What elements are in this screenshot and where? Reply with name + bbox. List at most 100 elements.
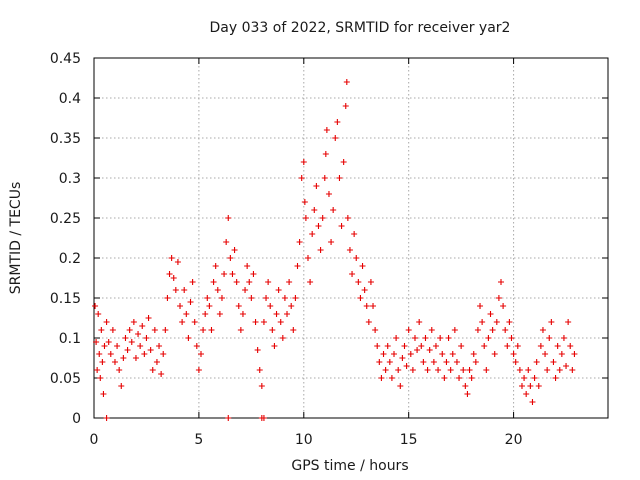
data-point: [556, 367, 563, 373]
data-point: [328, 239, 335, 245]
data-point: [315, 223, 322, 229]
data-point: [407, 351, 414, 357]
data-point: [516, 367, 523, 373]
data-point: [223, 239, 230, 245]
data-point: [495, 295, 502, 301]
data-point: [359, 263, 366, 269]
data-point: [100, 391, 107, 397]
data-point: [466, 367, 473, 373]
data-point: [481, 343, 488, 349]
data-point: [177, 303, 184, 309]
data-point: [460, 367, 467, 373]
data-point: [275, 287, 282, 293]
data-point: [470, 351, 477, 357]
data-point: [428, 327, 435, 333]
data-point: [96, 351, 103, 357]
data-point: [506, 319, 513, 325]
data-point: [531, 375, 538, 381]
data-point: [500, 303, 507, 309]
data-point: [248, 295, 255, 301]
data-point: [372, 327, 379, 333]
data-point: [242, 287, 249, 293]
data-point: [153, 359, 160, 365]
data-point: [391, 351, 398, 357]
data-point: [111, 359, 118, 365]
data-point: [252, 319, 259, 325]
data-point: [214, 287, 221, 293]
data-point: [384, 343, 391, 349]
data-point: [193, 343, 200, 349]
data-point: [367, 279, 374, 285]
x-tick-label: 15: [400, 432, 418, 448]
data-point: [97, 375, 104, 381]
data-point: [382, 367, 389, 373]
y-tick-label: 0.4: [59, 91, 81, 107]
y-tick-label: 0.1: [59, 331, 81, 347]
data-point: [453, 359, 460, 365]
data-point: [277, 319, 284, 325]
data-point: [281, 295, 288, 301]
data-point: [563, 363, 570, 369]
data-point: [426, 347, 433, 353]
data-point: [323, 127, 330, 133]
data-point: [120, 355, 127, 361]
y-tick-label: 0.25: [50, 211, 81, 227]
data-point: [170, 275, 177, 281]
x-tick-label: 10: [295, 432, 313, 448]
data-point: [286, 279, 293, 285]
data-point: [109, 327, 116, 333]
data-point: [380, 351, 387, 357]
data-point: [330, 207, 337, 213]
data-point: [321, 175, 328, 181]
data-point: [208, 327, 215, 333]
data-point: [565, 319, 572, 325]
data-point: [143, 335, 150, 341]
data-point: [558, 351, 565, 357]
data-point: [189, 279, 196, 285]
gridlines: [94, 58, 608, 418]
data-point: [206, 303, 213, 309]
data-point: [260, 319, 267, 325]
data-point: [302, 215, 309, 221]
data-point: [388, 375, 395, 381]
data-point: [376, 359, 383, 365]
data-point: [418, 343, 425, 349]
data-point: [464, 391, 471, 397]
data-point: [523, 391, 530, 397]
data-point: [458, 343, 465, 349]
data-point: [477, 303, 484, 309]
data-point: [174, 259, 181, 265]
data-point: [151, 327, 158, 333]
data-point: [510, 351, 517, 357]
data-point: [126, 327, 133, 333]
data-point: [162, 327, 169, 333]
data-point: [265, 279, 272, 285]
data-point: [374, 343, 381, 349]
data-point: [334, 119, 341, 125]
data-point: [498, 279, 505, 285]
data-point: [338, 223, 345, 229]
data-point: [483, 367, 490, 373]
data-point: [149, 367, 156, 373]
data-point: [300, 159, 307, 165]
data-point: [512, 359, 519, 365]
data-point: [401, 343, 408, 349]
data-point: [118, 383, 125, 389]
data-point: [279, 335, 286, 341]
data-point: [258, 383, 265, 389]
data-point: [361, 287, 368, 293]
data-point: [569, 367, 576, 373]
x-tick-label: 5: [194, 432, 203, 448]
data-point: [353, 255, 360, 261]
data-point: [107, 351, 114, 357]
data-point: [187, 299, 194, 305]
data-point: [195, 367, 202, 373]
data-point: [114, 343, 121, 349]
x-tick-label: 20: [505, 432, 523, 448]
data-point: [539, 327, 546, 333]
data-point: [322, 151, 329, 157]
data-point: [552, 375, 559, 381]
data-point: [441, 375, 448, 381]
data-point: [370, 303, 377, 309]
data-point: [229, 271, 236, 277]
